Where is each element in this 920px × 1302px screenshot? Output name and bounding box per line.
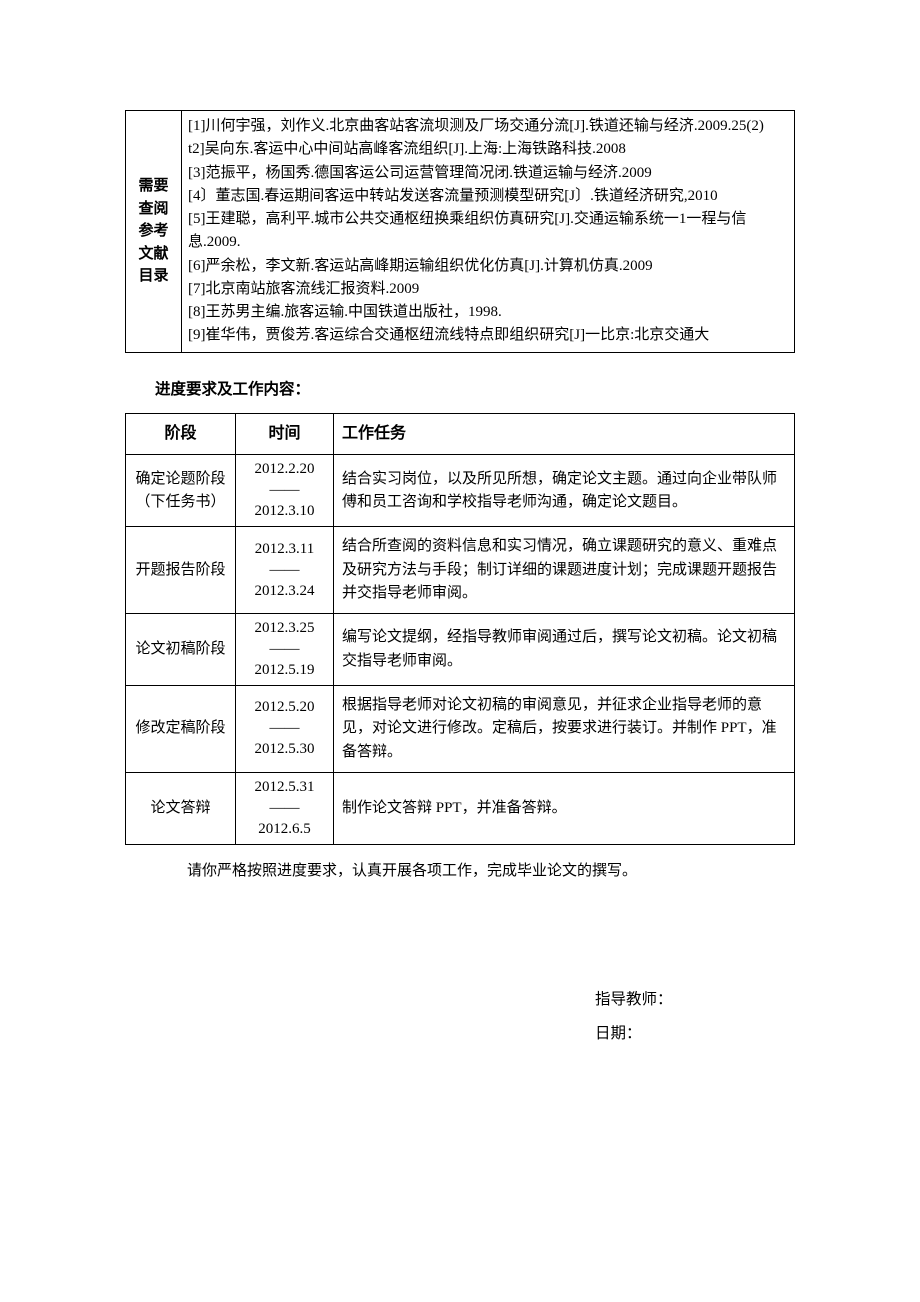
document-page: 需要查阅参考文献目录 [1]川何宇强，刘作义.北京曲客站客流坝测及厂场交通分流[… [0,0,920,1111]
header-phase: 阶段 [126,413,236,455]
references-body: [1]川何宇强，刘作义.北京曲客站客流坝测及厂场交通分流[J].铁道还输与经济.… [182,111,795,353]
header-task: 工作任务 [334,413,795,455]
time-to: 2012.3.24 [255,583,315,599]
time-from: 2012.3.11 [255,541,314,557]
header-time: 时间 [236,413,334,455]
task-cell: 结合所查阅的资料信息和实习情况，确立课题研究的意义、重难点及研究方法与手段；制订… [334,527,795,614]
signature-block: 指导教师： 日期： [595,983,795,1051]
schedule-header-row: 阶段 时间 工作任务 [126,413,795,455]
schedule-row: 论文答辩 2012.5.31 —— 2012.6.5 制作论文答辩 PPT，并准… [126,772,795,844]
phase-cell: 修改定稿阶段 [126,686,236,773]
date-label: 日期： [595,1017,795,1051]
time-cell: 2012.2.20 —— 2012.3.10 [236,455,334,527]
schedule-row: 确定论题阶段（下任务书） 2012.2.20 —— 2012.3.10 结合实习… [126,455,795,527]
time-dash: —— [270,641,300,657]
references-row: 需要查阅参考文献目录 [1]川何宇强，刘作义.北京曲客站客流坝测及厂场交通分流[… [126,111,795,353]
phase-cell: 确定论题阶段（下任务书） [126,455,236,527]
phase-cell: 论文答辩 [126,772,236,844]
schedule-heading: 进度要求及工作内容： [155,377,795,399]
time-to: 2012.3.10 [255,503,315,519]
teacher-label: 指导教师： [595,983,795,1017]
task-cell: 结合实习岗位，以及所见所想，确定论文主题。通过向企业带队师傅和员工咨询和学校指导… [334,455,795,527]
time-cell: 2012.3.11 —— 2012.3.24 [236,527,334,614]
closing-text: 请你严格按照进度要求，认真开展各项工作，完成毕业论文的撰写。 [187,859,795,883]
schedule-table: 阶段 时间 工作任务 确定论题阶段（下任务书） 2012.2.20 —— 201… [125,413,795,845]
schedule-row: 开题报告阶段 2012.3.11 —— 2012.3.24 结合所查阅的资料信息… [126,527,795,614]
time-from: 2012.5.31 [255,779,315,795]
task-cell: 根据指导老师对论文初稿的审阅意见，并征求企业指导老师的意见，对论文进行修改。定稿… [334,686,795,773]
time-dash: —— [270,562,300,578]
time-from: 2012.2.20 [255,461,315,477]
task-cell: 编写论文提纲，经指导教师审阅通过后，撰写论文初稿。论文初稿交指导老师审阅。 [334,614,795,686]
references-label: 需要查阅参考文献目录 [126,111,182,353]
references-table: 需要查阅参考文献目录 [1]川何宇强，刘作义.北京曲客站客流坝测及厂场交通分流[… [125,110,795,353]
phase-cell: 论文初稿阶段 [126,614,236,686]
time-dash: —— [270,482,300,498]
phase-cell: 开题报告阶段 [126,527,236,614]
time-cell: 2012.5.20 —— 2012.5.30 [236,686,334,773]
time-dash: —— [270,720,300,736]
time-cell: 2012.5.31 —— 2012.6.5 [236,772,334,844]
task-cell: 制作论文答辩 PPT，并准备答辩。 [334,772,795,844]
time-to: 2012.5.30 [255,741,315,757]
time-from: 2012.5.20 [255,699,315,715]
time-to: 2012.6.5 [258,821,311,837]
schedule-row: 修改定稿阶段 2012.5.20 —— 2012.5.30 根据指导老师对论文初… [126,686,795,773]
schedule-row: 论文初稿阶段 2012.3.25 —— 2012.5.19 编写论文提纲，经指导… [126,614,795,686]
time-cell: 2012.3.25 —— 2012.5.19 [236,614,334,686]
time-to: 2012.5.19 [255,662,315,678]
time-dash: —— [270,800,300,816]
time-from: 2012.3.25 [255,620,315,636]
